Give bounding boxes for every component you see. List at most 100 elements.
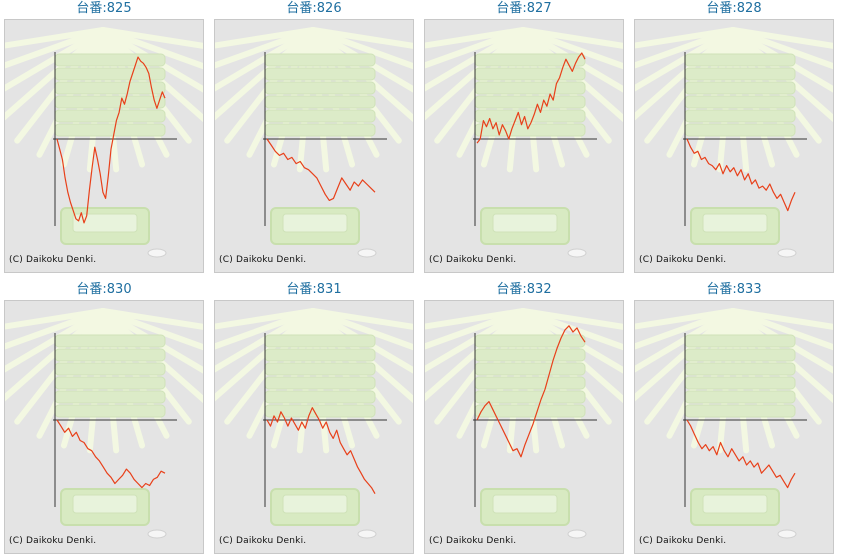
- watermark-ray: [635, 27, 736, 92]
- watermark-tray: [684, 53, 796, 67]
- watermark-background: [5, 27, 203, 258]
- watermark-ray: [5, 27, 106, 121]
- slump-line: [686, 138, 796, 212]
- watermark-bowl: [567, 529, 587, 539]
- watermark-tray: [684, 390, 796, 404]
- watermark-tray: [264, 67, 376, 81]
- watermark-tray: [54, 53, 166, 67]
- watermark-tray: [54, 362, 166, 376]
- watermark-ray: [635, 308, 736, 373]
- watermark-tray: [684, 109, 796, 123]
- graph-panel-825[interactable]: (C) Daikoku Denki.: [4, 19, 204, 273]
- graph-panel-832[interactable]: (C) Daikoku Denki.: [424, 300, 624, 554]
- watermark-ray: [730, 308, 833, 330]
- slump-line: [56, 56, 166, 224]
- watermark-tray: [474, 109, 586, 123]
- machine-title-825[interactable]: 台番:825: [76, 1, 132, 16]
- watermark-tray: [474, 348, 586, 362]
- watermark-bowl: [147, 529, 167, 539]
- slump-graph-825: [5, 27, 203, 258]
- watermark-ray: [215, 308, 316, 330]
- graph-panel-830[interactable]: (C) Daikoku Denki.: [4, 300, 204, 554]
- machine-title-833[interactable]: 台番:833: [706, 282, 762, 297]
- machine-title-828[interactable]: 台番:828: [706, 1, 762, 16]
- watermark-tray: [264, 81, 376, 95]
- watermark-tray: [684, 362, 796, 376]
- machine-title-832[interactable]: 台番:832: [496, 282, 552, 297]
- watermark-tray: [54, 376, 166, 390]
- graph-panel-826[interactable]: (C) Daikoku Denki.: [214, 19, 414, 273]
- watermark-tray: [474, 67, 586, 81]
- watermark-ray: [730, 308, 833, 351]
- watermark-tray: [684, 95, 796, 109]
- watermark-ray: [310, 308, 413, 351]
- watermark-tray: [54, 404, 166, 418]
- machine-title-831[interactable]: 台番:831: [286, 282, 342, 297]
- copyright-text: (C) Daikoku Denki.: [639, 255, 727, 265]
- machine-title-827[interactable]: 台番:827: [496, 1, 552, 16]
- watermark-tray: [474, 376, 586, 390]
- watermark-ray: [215, 308, 316, 373]
- slump-line: [476, 52, 586, 144]
- copyright-text: (C) Daikoku Denki.: [9, 255, 97, 265]
- watermark-tray: [684, 348, 796, 362]
- watermark-ray: [520, 27, 623, 49]
- watermark-ray: [5, 308, 106, 402]
- copyright-text: (C) Daikoku Denki.: [639, 536, 727, 546]
- watermark-tray: [684, 376, 796, 390]
- watermark-bowl: [777, 529, 797, 539]
- watermark-tray: [54, 334, 166, 348]
- watermark-tray: [684, 67, 796, 81]
- watermark-ray: [100, 308, 203, 351]
- watermark-ray: [310, 308, 413, 330]
- watermark-tray: [54, 109, 166, 123]
- graph-panel-833[interactable]: (C) Daikoku Denki.: [634, 300, 834, 554]
- slump-graph-831: [215, 308, 413, 539]
- watermark-tray: [474, 334, 586, 348]
- watermark-ray: [425, 308, 526, 402]
- watermark-ray: [100, 27, 203, 49]
- graph-panel-828[interactable]: (C) Daikoku Denki.: [634, 19, 834, 273]
- watermark-tray: [264, 123, 376, 137]
- watermark-ray: [635, 308, 736, 330]
- watermark-tray: [54, 81, 166, 95]
- slump-graph-828: [635, 27, 833, 258]
- machine-title-830[interactable]: 台番:830: [76, 282, 132, 297]
- watermark-ray: [5, 27, 106, 92]
- watermark-bowl: [147, 248, 167, 258]
- copyright-text: (C) Daikoku Denki.: [9, 536, 97, 546]
- watermark-box-inner: [282, 494, 348, 514]
- slump-line: [476, 325, 586, 458]
- watermark-ray: [310, 27, 413, 49]
- watermark-ray: [730, 27, 833, 49]
- watermark-ray: [215, 27, 316, 121]
- watermark-ray: [100, 27, 203, 70]
- slump-graph-830: [5, 308, 203, 539]
- watermark-ray: [5, 27, 106, 49]
- slump-line: [56, 419, 166, 489]
- watermark-ray: [310, 27, 413, 70]
- watermark-bowl: [567, 248, 587, 258]
- watermark-ray: [635, 27, 736, 49]
- watermark-background: [215, 27, 413, 258]
- watermark-ray: [520, 27, 623, 70]
- slump-graph-833: [635, 308, 833, 539]
- watermark-bowl: [357, 529, 377, 539]
- watermark-ray: [5, 308, 106, 330]
- watermark-box-inner: [72, 494, 138, 514]
- watermark-ray: [730, 27, 833, 70]
- graph-panel-831[interactable]: (C) Daikoku Denki.: [214, 300, 414, 554]
- watermark-tray: [684, 404, 796, 418]
- watermark-bowl: [357, 248, 377, 258]
- watermark-background: [635, 308, 833, 539]
- graph-panel-827[interactable]: (C) Daikoku Denki.: [424, 19, 624, 273]
- watermark-tray: [54, 390, 166, 404]
- machine-title-826[interactable]: 台番:826: [286, 1, 342, 16]
- watermark-tray: [684, 334, 796, 348]
- copyright-text: (C) Daikoku Denki.: [219, 255, 307, 265]
- copyright-text: (C) Daikoku Denki.: [429, 536, 517, 546]
- watermark-background: [5, 308, 203, 539]
- watermark-tray: [54, 348, 166, 362]
- watermark-bowl: [777, 248, 797, 258]
- watermark-tray: [264, 348, 376, 362]
